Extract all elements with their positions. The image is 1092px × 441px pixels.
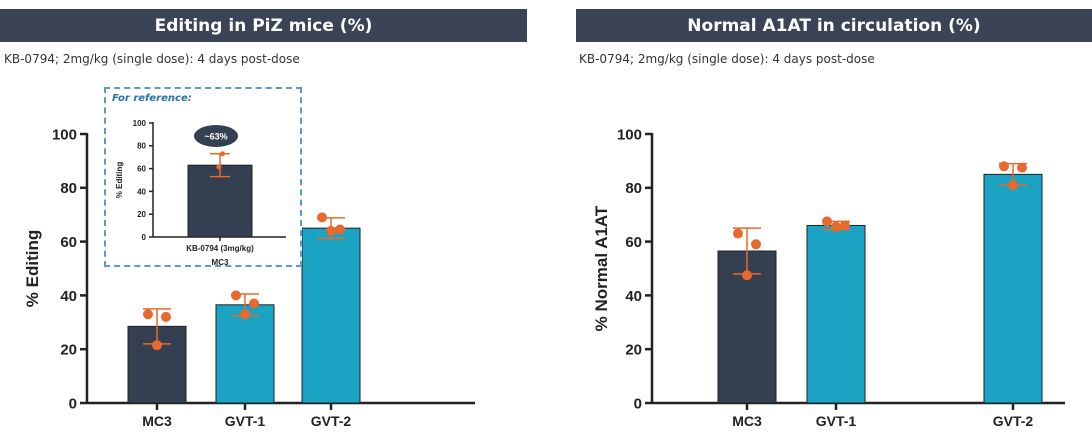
- data-point: [822, 216, 832, 227]
- data-point: [249, 298, 259, 309]
- data-point: [161, 311, 171, 322]
- x-tick-label: MC3: [142, 413, 172, 429]
- y-tick-label: 60: [60, 234, 77, 251]
- bar-gvt-1: [806, 224, 866, 404]
- y-tick-label: 0: [69, 395, 77, 412]
- inset-title: For reference:: [112, 93, 192, 104]
- data-point: [231, 290, 241, 301]
- bar-gvt-2: [301, 227, 361, 404]
- data-point: [326, 225, 336, 236]
- inset-annotation-bubble: [194, 125, 238, 147]
- y-axis-label: % Normal A1AT: [592, 205, 611, 331]
- y-tick-label: 100: [617, 126, 642, 143]
- y-tick-label: 0: [634, 395, 642, 412]
- y-tick-label: 20: [137, 210, 146, 219]
- y-tick-label: 60: [137, 164, 146, 173]
- y-tick-label: 100: [133, 119, 147, 128]
- y-tick-label: 80: [60, 180, 77, 197]
- data-point: [751, 239, 761, 250]
- left-chart: 0 20 40 60 80 100 % Editing MC3 GVT-1 GVT-2: [23, 126, 475, 429]
- right-panel-banner: Normal A1AT in circulation (%): [576, 9, 1092, 42]
- inset-annotation-text: ~63%: [204, 132, 227, 142]
- inset-chart: 0 20 40 60 80 100 % Editing KB-0794 (3mg/kg) MC3…: [115, 119, 286, 267]
- data-point: [216, 164, 222, 170]
- data-point: [143, 309, 153, 320]
- y-tick-label: 80: [137, 142, 146, 151]
- y-axis-label: % Editing: [115, 162, 124, 199]
- bar-gvt-1: [215, 304, 275, 404]
- left-panel-subtitle: KB-0794; 2mg/kg (single dose): 4 days po…: [4, 52, 300, 66]
- y-tick-label: 20: [60, 342, 77, 359]
- inset-x-sublabel: MC3: [212, 258, 229, 267]
- y-tick-label: 100: [52, 126, 77, 143]
- y-tick-label: 40: [60, 288, 77, 305]
- data-point: [240, 309, 250, 320]
- x-tick-label: GVT-1: [225, 413, 266, 429]
- y-tick-label: 20: [625, 342, 642, 359]
- left-panel-banner: Editing in PiZ mice (%): [0, 9, 527, 42]
- data-point: [999, 161, 1009, 172]
- y-tick-label: 60: [625, 234, 642, 251]
- reference-inset: For reference: 0 20 40 60 80 100 % Editing KB-0…: [104, 87, 302, 267]
- data-point: [1008, 180, 1018, 191]
- x-tick-label: GVT-2: [311, 413, 352, 429]
- x-tick-label: MC3: [732, 413, 762, 429]
- x-tick-label: GVT-1: [816, 413, 857, 429]
- right-panel-subtitle: KB-0794; 2mg/kg (single dose): 4 days po…: [579, 52, 875, 66]
- data-point: [742, 270, 752, 281]
- data-point: [733, 228, 743, 239]
- x-tick-label: GVT-2: [993, 413, 1034, 429]
- data-point: [219, 151, 225, 157]
- bar-gvt-2: [983, 173, 1043, 404]
- y-tick-label: 40: [137, 187, 146, 196]
- data-point: [335, 224, 345, 235]
- data-point: [840, 220, 850, 231]
- x-tick-label: KB-0794 (3mg/kg): [186, 244, 254, 253]
- y-tick-label: 80: [625, 180, 642, 197]
- data-point: [1017, 162, 1027, 173]
- y-tick-label: 40: [625, 288, 642, 305]
- y-axis-label: % Editing: [23, 230, 42, 307]
- data-point: [317, 212, 327, 223]
- y-tick-label: 0: [142, 233, 147, 242]
- data-point: [152, 340, 162, 351]
- data-point: [831, 221, 841, 232]
